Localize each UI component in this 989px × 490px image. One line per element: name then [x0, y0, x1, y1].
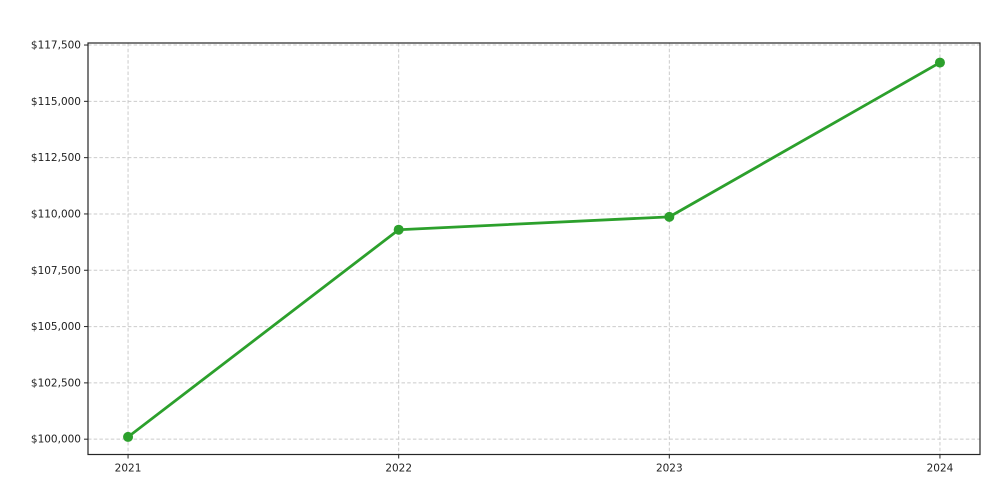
- trend-line: [126, 61, 942, 439]
- y-tick-label: $115,000: [31, 96, 81, 108]
- data-point-2021: [123, 431, 134, 442]
- y-tick-label: $112,500: [31, 152, 81, 164]
- x-tick-label: 2022: [385, 463, 412, 475]
- y-tick-label: $100,000: [31, 434, 81, 446]
- plot-frame: [87, 42, 981, 456]
- data-point-2024: [934, 57, 945, 68]
- x-tick-label: 2023: [656, 463, 683, 475]
- y-tick-label: $102,500: [31, 377, 81, 389]
- data-point-2022: [393, 224, 404, 235]
- y-tick-label: $107,500: [31, 265, 81, 277]
- y-tick-label: $110,000: [31, 208, 81, 220]
- x-tick-label: 2024: [927, 463, 954, 475]
- data-point-2023: [664, 211, 675, 222]
- y-tick-label: $105,000: [31, 321, 81, 333]
- x-tick-label: 2021: [115, 463, 142, 475]
- y-tick-label: $117,500: [31, 40, 81, 52]
